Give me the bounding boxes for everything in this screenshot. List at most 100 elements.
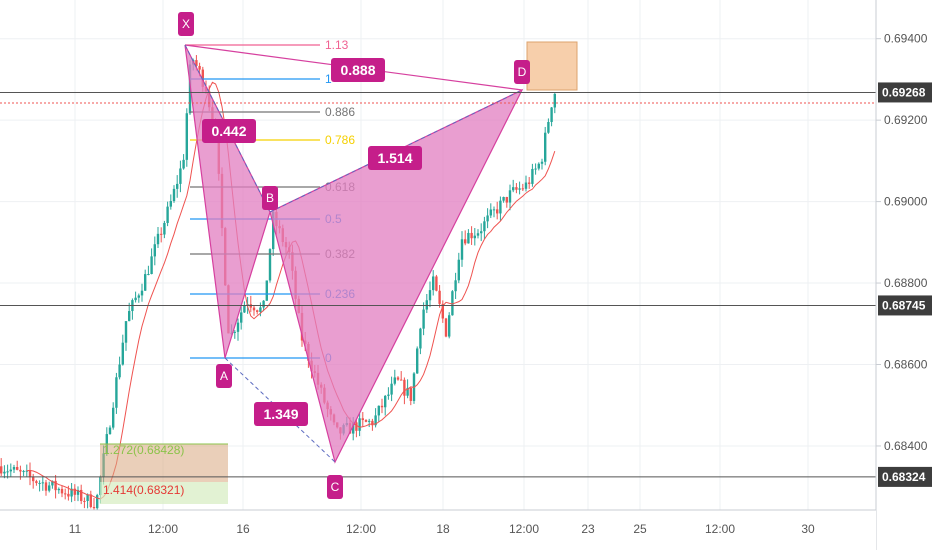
candle-body [371,420,374,426]
candle-body [70,488,73,497]
extension-boxes: 1.272(0.68428) 1.414(0.68321) [100,443,228,504]
candle-body [435,276,438,291]
candle-body [521,188,524,190]
candle-body [172,188,176,202]
candle-body [355,422,358,431]
candle-body [448,315,451,337]
candle-body [179,168,182,184]
candle-body [531,168,534,184]
candle-body [118,364,121,378]
bd-dashed-line [269,89,523,213]
candle-body [441,303,444,319]
candle-body [35,481,38,484]
candle-body [76,489,80,495]
price-tag-bg [878,466,932,487]
ratio-label: 0.442 [211,123,246,139]
candle-body [377,405,380,416]
candle-body [265,280,268,301]
candle-body [236,322,240,332]
candle-body [406,387,409,396]
price-tag: 0.69268 [878,82,932,103]
candle-body [476,233,480,236]
pattern-point-badge [216,364,232,388]
candle-body [115,377,118,408]
candle-body [473,235,476,239]
candle-body [496,209,499,214]
price-tag-bg [878,82,932,103]
candle-body [166,206,169,223]
ratio-badge [368,146,422,170]
time-tick-label: 18 [436,522,450,536]
time-axis[interactable]: 11 12:00 16 12:00 18 12:00 23 25 12:00 30 [0,509,876,550]
candle-body [393,377,396,384]
candle-body [451,291,454,316]
candle-body [387,394,390,396]
candle-body [480,231,483,234]
candle-body [198,65,201,70]
candle-body [499,200,502,214]
candle-body [492,209,496,211]
candle-body [259,307,262,312]
price-tick-label: 0.69400 [884,32,928,46]
candle-body [144,274,147,291]
candle-body [396,377,400,380]
candle-body [112,407,115,428]
candle-body [182,159,185,169]
target-zone-box [526,41,578,91]
candle-body [403,379,406,396]
candle-body [252,307,256,311]
fib-level-label: 1 [325,72,332,86]
fib-level-label: 0.886 [325,105,355,119]
candle-body [428,290,432,301]
candle-body [12,467,16,470]
pattern-point-badge [178,12,194,36]
candle-body [44,482,48,491]
candle-body [195,60,198,66]
candle-body [60,488,64,494]
candle-body [409,387,412,401]
candle-body [444,318,448,337]
candle-body [438,290,441,304]
candle-body [460,239,464,260]
candle-body [134,297,137,301]
time-tick-label: 12:00 [705,522,735,536]
candle-body [384,395,387,408]
ac-dashed-line [224,357,336,463]
ratio-label: 1.349 [263,406,298,422]
extension-box-upper [100,444,228,482]
candle-body [518,188,521,190]
candle-body [9,469,12,472]
time-tick-label: 12:00 [148,522,178,536]
time-tick-label: 30 [801,522,815,536]
candle-body [185,113,188,160]
candle-body [128,311,131,322]
ratio-label: 0.888 [340,62,375,78]
pattern-point-label: D [518,65,527,79]
candle-body [368,420,371,422]
candle-body [150,256,153,275]
candle-body [390,383,393,395]
time-tick-label: 16 [236,522,250,536]
candle-body [358,418,361,431]
pattern-point-label: A [220,369,228,383]
time-tick-label: 11 [69,522,82,536]
candle-body [240,312,243,323]
candle-body [419,328,422,349]
extension-label-1272: 1.272(0.68428) [103,443,184,457]
candle-body [262,300,265,308]
candle-body [89,494,92,507]
price-tag-label: 0.68324 [882,470,926,484]
candle-body [515,187,518,190]
price-tick-label: 0.69200 [884,113,928,127]
price-tick-label: 0.68600 [884,357,928,371]
candle-body [486,215,489,222]
price-axis[interactable]: 0.69400 0.69200 0.69000 0.68800 0.68600 0.684… [875,0,932,550]
candle-body [38,482,41,484]
candle-body [19,469,22,472]
fib-level-label: 0.786 [325,133,355,147]
candle-body [470,232,473,239]
candle-body [57,488,60,491]
price-tick-label: 0.68800 [884,276,928,290]
candle-body [508,190,512,203]
